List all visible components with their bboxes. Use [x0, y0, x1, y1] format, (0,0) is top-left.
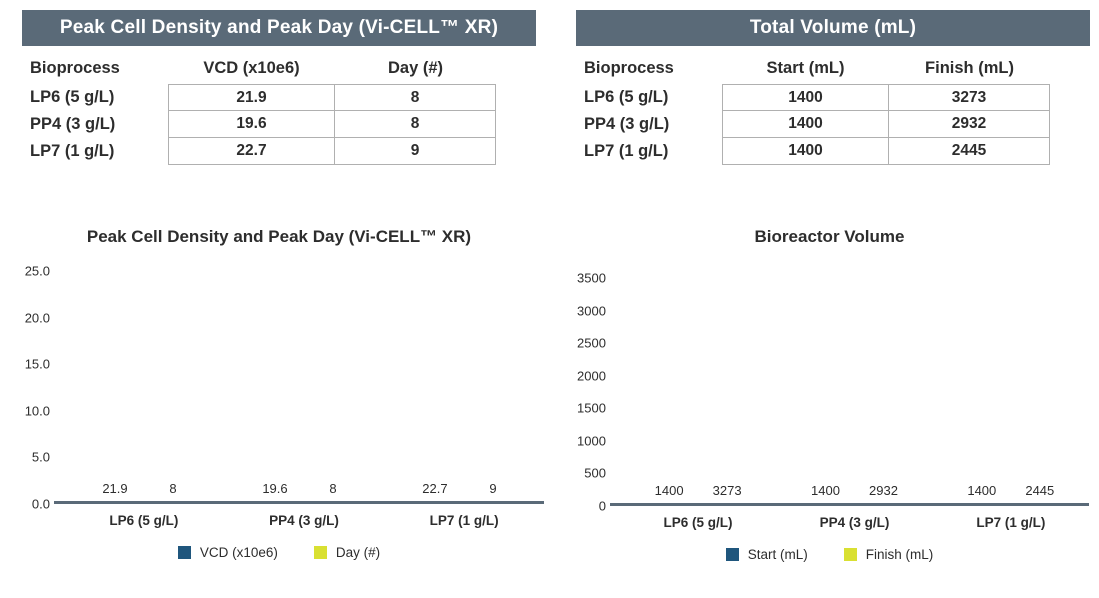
y-tick-label: 5.0 — [31, 449, 50, 465]
plot-row: 0.0 5.0 10.0 15.0 20.0 25.0 21.9 8 19.6 8 22.7 9 — [14, 264, 544, 512]
chart-legend: Start (mL) Finish (mL) — [570, 547, 1089, 562]
table-col-header: Bioprocess — [584, 59, 674, 77]
bar-value-label: 2445 — [1025, 483, 1055, 498]
category-label: LP6 (5 g/L) — [109, 513, 179, 528]
bar-value-label: 9 — [489, 481, 497, 496]
y-tick-label: 0 — [598, 498, 606, 514]
table-row-label: PP4 (3 g/L) — [584, 115, 670, 133]
y-tick-label: 15.0 — [24, 356, 50, 372]
peak-table-card: Peak Cell Density and Peak Day (Vi-CELL™… — [22, 10, 536, 165]
category-label: LP6 (5 g/L) — [663, 515, 733, 530]
x-axis-labels: LP6 (5 g/L) PP4 (3 g/L) LP7 (1 g/L) — [14, 513, 544, 528]
table-col-header: Start (mL) — [766, 59, 845, 77]
bar-value-label: 19.6 — [262, 481, 288, 496]
y-axis-ticks: 0.0 5.0 10.0 15.0 20.0 25.0 — [14, 264, 64, 512]
table-col-header: Finish (mL) — [925, 59, 1014, 77]
table-row-label: LP7 (1 g/L) — [584, 142, 669, 160]
legend-label: Day (#) — [335, 545, 381, 560]
table-cell: 2445 — [889, 138, 1050, 165]
y-tick-label: 1000 — [577, 433, 606, 449]
legend-item: Finish (mL) — [843, 547, 934, 562]
y-tick-label: 25.0 — [24, 263, 50, 279]
legend-swatch — [843, 548, 857, 561]
bar-value-label: 2932 — [869, 483, 898, 498]
y-tick-label: 500 — [584, 465, 606, 481]
x-axis-labels: LP6 (5 g/L) PP4 (3 g/L) LP7 (1 g/L) — [570, 515, 1089, 530]
peak-table-title: Peak Cell Density and Peak Day (Vi-CELL™… — [22, 10, 536, 46]
legend-item: Day (#) — [313, 545, 381, 560]
bar-value-label: 22.7 — [422, 481, 448, 496]
y-tick-label: 2000 — [577, 368, 606, 384]
peak-table: Bioprocess VCD (x10e6) Day (#) LP6 (5 g/L) 2… — [22, 53, 496, 165]
bar-value-label: 1400 — [811, 483, 840, 498]
y-tick-label: 3500 — [577, 270, 606, 286]
y-tick-label: 10.0 — [24, 403, 50, 419]
plot-area: 21.9 8 19.6 8 22.7 9 — [54, 271, 544, 504]
y-axis-ticks: 0 500 1000 1500 2000 2500 3000 3500 — [570, 271, 620, 514]
table-cell: 21.9 — [168, 84, 335, 111]
table-cell: 1400 — [722, 111, 889, 138]
table-cell: 3273 — [889, 84, 1050, 111]
legend-swatch — [313, 546, 327, 559]
table-row-label: LP7 (1 g/L) — [30, 142, 115, 160]
legend-label: Start (mL) — [747, 547, 808, 562]
chart-title: Bioreactor Volume — [754, 227, 905, 246]
charts-section: Peak Cell Density and Peak Day (Vi-CELL™… — [0, 227, 1099, 562]
plot-area: 1400 3273 1400 2932 1400 2445 — [609, 278, 1089, 506]
table-col-header: VCD (x10e6) — [203, 59, 300, 77]
y-tick-label: 1500 — [577, 400, 606, 416]
bar-value-label: 1400 — [967, 483, 997, 498]
bar-value-label: 3273 — [712, 483, 742, 498]
table-row-label: LP6 (5 g/L) — [30, 88, 115, 106]
table-cell: 2932 — [889, 111, 1050, 138]
table-cell: 22.7 — [168, 138, 335, 165]
table-col-header: Day (#) — [387, 59, 444, 77]
category-label: LP7 (1 g/L) — [976, 515, 1046, 530]
category-label: PP4 (3 g/L) — [819, 515, 890, 530]
table-cell: 8 — [335, 111, 496, 138]
legend-item: VCD (x10e6) — [177, 545, 278, 560]
category-label: PP4 (3 g/L) — [269, 513, 339, 528]
legend-label: VCD (x10e6) — [199, 545, 278, 560]
chart-title: Peak Cell Density and Peak Day (Vi-CELL™… — [86, 227, 472, 246]
bar-value-label: 8 — [329, 481, 337, 496]
chart-legend: VCD (x10e6) Day (#) — [14, 545, 544, 560]
volume-chart: Bioreactor Volume 0 500 1000 1500 2000 2500 30… — [570, 227, 1089, 562]
bar-value-label: 8 — [169, 481, 177, 496]
volume-table-card: Total Volume (mL) Bioprocess Start (mL) Fi… — [576, 10, 1090, 165]
table-row-label: PP4 (3 g/L) — [30, 115, 116, 133]
plot-row: 0 500 1000 1500 2000 2500 3000 3500 1400 3273 140… — [570, 271, 1089, 514]
table-cell: 19.6 — [168, 111, 335, 138]
bar-value-label: 1400 — [654, 483, 684, 498]
peak-chart: Peak Cell Density and Peak Day (Vi-CELL™… — [14, 227, 544, 562]
table-row-label: LP6 (5 g/L) — [584, 88, 669, 106]
y-tick-label: 3000 — [577, 303, 606, 319]
table-cell: 9 — [335, 138, 496, 165]
y-tick-label: 0.0 — [31, 496, 50, 512]
legend-swatch — [177, 546, 191, 559]
legend-label: Finish (mL) — [865, 547, 934, 562]
volume-table: Bioprocess Start (mL) Finish (mL) LP6 (5 g/… — [576, 53, 1050, 165]
y-tick-label: 2500 — [577, 335, 606, 351]
table-cell: 1400 — [722, 84, 889, 111]
bar-value-label: 21.9 — [102, 481, 128, 496]
volume-table-title: Total Volume (mL) — [576, 10, 1090, 46]
table-cell: 8 — [335, 84, 496, 111]
tables-section: Peak Cell Density and Peak Day (Vi-CELL™… — [0, 0, 1099, 165]
table-cell: 1400 — [722, 138, 889, 165]
legend-swatch — [725, 548, 739, 561]
category-label: LP7 (1 g/L) — [429, 513, 499, 528]
y-tick-label: 20.0 — [24, 310, 50, 326]
table-col-header: Bioprocess — [30, 59, 120, 77]
legend-item: Start (mL) — [725, 547, 808, 562]
